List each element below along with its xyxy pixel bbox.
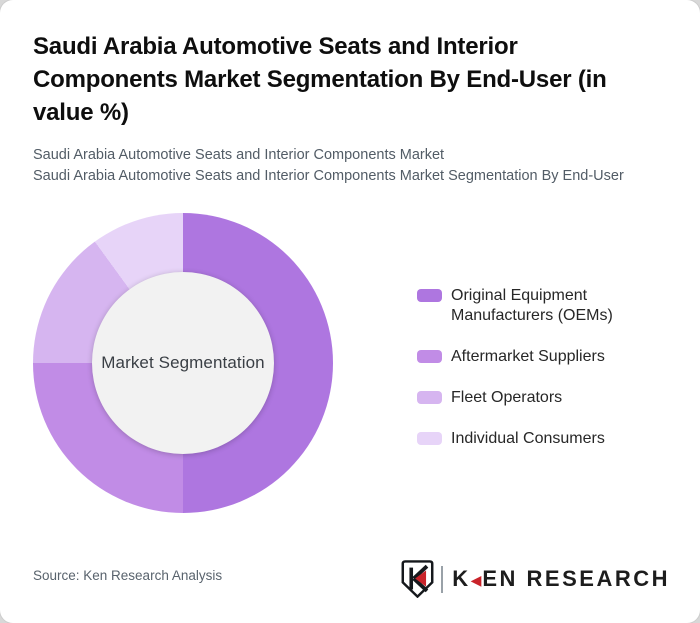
donut-chart: Market Segmentation bbox=[33, 213, 333, 513]
wordmark-k: K bbox=[452, 566, 471, 591]
legend-swatch bbox=[417, 350, 442, 363]
subtitle-line-2: Saudi Arabia Automotive Seats and Interi… bbox=[33, 168, 624, 184]
wordmark-rest: EN RESEARCH bbox=[482, 566, 670, 591]
logo-wordmark: K ◀ EN RESEARCH bbox=[452, 566, 670, 592]
logo-divider bbox=[441, 565, 444, 593]
legend-swatch bbox=[417, 432, 442, 445]
page-title: Saudi Arabia Automotive Seats and Interi… bbox=[33, 33, 607, 126]
legend-item-individual: Individual Consumers bbox=[417, 429, 667, 449]
legend-label: Aftermarket Suppliers bbox=[451, 348, 605, 365]
ken-research-logo: K ◀ EN RESEARCH bbox=[401, 557, 670, 601]
donut-center-label: Market Segmentation bbox=[101, 353, 265, 372]
shield-k-logo-icon bbox=[401, 560, 434, 598]
legend-item-aftermarket: Aftermarket Suppliers bbox=[417, 347, 667, 367]
chart-subtitles: Saudi Arabia Automotive Seats and Interi… bbox=[33, 145, 688, 187]
legend-swatch bbox=[417, 391, 442, 404]
subtitle-line-1: Saudi Arabia Automotive Seats and Interi… bbox=[33, 147, 445, 163]
wordmark-accent-triangle-icon: ◀ bbox=[470, 571, 482, 588]
legend-label: Individual Consumers bbox=[451, 430, 605, 447]
legend-item-oems: Original Equipment Manufacturers (OEMs) bbox=[417, 286, 667, 326]
source-note: Source: Ken Research Analysis bbox=[33, 568, 223, 583]
legend-label: Fleet Operators bbox=[451, 389, 563, 406]
legend-swatch bbox=[417, 289, 442, 302]
legend-item-fleet: Fleet Operators bbox=[417, 388, 667, 408]
shield-accent-triangle-icon bbox=[415, 570, 427, 587]
donut-center: Market Segmentation bbox=[92, 272, 274, 454]
legend-label: Original Equipment Manufacturers (OEMs) bbox=[451, 287, 613, 324]
chart-legend: Original Equipment Manufacturers (OEMs) … bbox=[417, 286, 667, 470]
